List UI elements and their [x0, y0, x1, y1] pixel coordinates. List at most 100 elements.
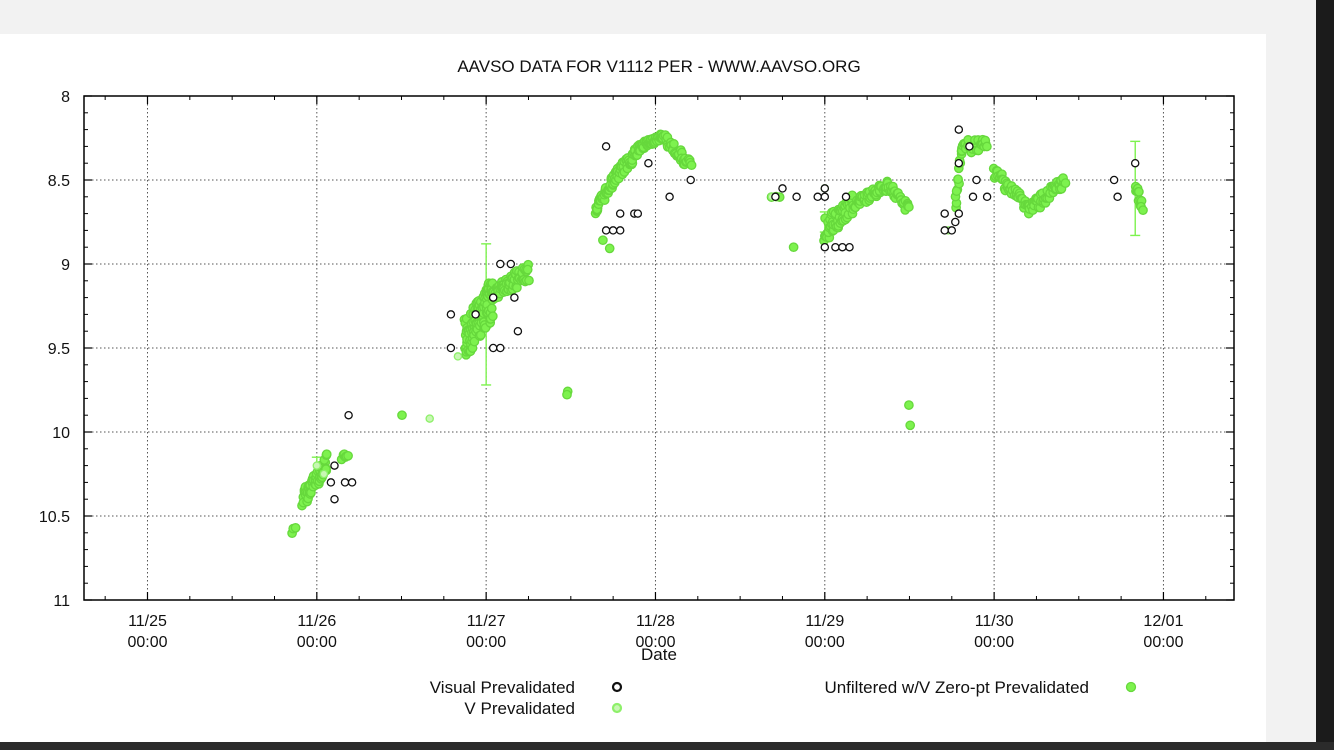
- visual-point: [1109, 175, 1119, 185]
- unfiltered-point: [982, 141, 992, 152]
- v-point: [453, 352, 463, 361]
- unfiltered-point: [524, 275, 534, 286]
- window-bottom-strip: [0, 742, 1334, 750]
- visual-point: [838, 242, 847, 252]
- visual-point: [471, 310, 480, 319]
- unfiltered-point: [343, 450, 353, 461]
- y-tick-label: 10: [52, 425, 70, 442]
- unfiltered-point: [1134, 186, 1144, 197]
- x-tick-label-time: 00:00: [297, 634, 337, 651]
- x-tick-label: 11/26: [297, 613, 336, 630]
- visual-point: [633, 209, 643, 218]
- visual-point: [831, 242, 840, 252]
- visual-point: [488, 343, 498, 353]
- visual-point: [947, 226, 957, 235]
- y-tick-label: 8: [61, 89, 70, 106]
- visual-point: [513, 326, 523, 336]
- visual-point: [601, 142, 611, 151]
- window-top-strip: [0, 0, 1334, 34]
- visual-point: [813, 192, 822, 202]
- x-tick-label-time: 00:00: [974, 634, 1014, 651]
- visual-point: [951, 217, 960, 227]
- unfiltered-point: [788, 242, 799, 253]
- y-tick-label: 8.5: [48, 173, 70, 190]
- visual-point: [982, 192, 992, 202]
- visual-point: [330, 494, 339, 504]
- visual-point: [644, 158, 653, 168]
- x-axis-label: Date: [641, 645, 677, 664]
- x-tick-label: 11/25: [128, 613, 167, 630]
- v-point: [319, 469, 329, 479]
- visual-point: [771, 192, 780, 202]
- v-point: [425, 414, 434, 423]
- visual-point: [820, 184, 830, 193]
- visual-point: [496, 343, 505, 353]
- chart-title: AAVSO DATA FOR V1112 PER - WWW.AAVSO.ORG: [457, 57, 860, 76]
- unfiltered-point: [1060, 178, 1071, 188]
- visual-point: [665, 192, 674, 202]
- visual-point: [820, 192, 830, 202]
- unfiltered-point: [290, 522, 301, 533]
- axis-ticks: 8 8.5 9 9.5 10 10.5 11 11/25 00:00 11/26 00:00 11/2…: [39, 89, 1234, 651]
- window-right-margin: [1266, 0, 1316, 742]
- grid-lines: [84, 96, 1234, 600]
- y-tick-label: 9.5: [48, 341, 70, 358]
- x-tick-label-time: 00:00: [127, 634, 167, 651]
- visual-point: [965, 142, 974, 151]
- unfiltered-point: [522, 264, 533, 275]
- x-tick-label-time: 00:00: [466, 634, 506, 651]
- x-tick-label: 11/30: [975, 613, 1014, 630]
- legend-label-visual: Visual Prevalidated: [430, 678, 575, 697]
- unfiltered-point: [669, 139, 679, 149]
- visual-point: [446, 310, 456, 319]
- visual-point: [845, 242, 854, 252]
- visual-point: [954, 125, 964, 134]
- unfiltered-point: [562, 389, 572, 400]
- visual-point: [326, 478, 336, 487]
- visual-point: [940, 209, 949, 218]
- v-point: [312, 461, 322, 470]
- unfiltered-point: [604, 243, 615, 254]
- visual-point: [615, 209, 625, 218]
- legend-marker-v: [611, 702, 623, 714]
- visual-point: [841, 192, 851, 202]
- visual-point: [330, 461, 339, 470]
- visual-point: [820, 242, 830, 252]
- x-tick-label-time: 00:00: [635, 634, 675, 651]
- unfiltered-point: [904, 202, 914, 212]
- unfiltered-point: [397, 410, 407, 421]
- legend-marker-unfiltered: [1125, 681, 1137, 693]
- visual-point: [972, 175, 981, 185]
- visual-point: [608, 226, 618, 235]
- scrollbar[interactable]: [1316, 0, 1334, 742]
- visual-point: [510, 293, 519, 302]
- unfiltered-point: [1138, 205, 1148, 216]
- visual-point: [1130, 158, 1140, 168]
- x-tick-label: 11/27: [467, 613, 506, 630]
- unfiltered-point: [321, 449, 332, 460]
- visual-point: [940, 226, 949, 235]
- legend-marker-visual: [611, 681, 623, 693]
- visual-point: [954, 209, 964, 218]
- unfiltered-point: [905, 420, 916, 431]
- y-tick-label: 9: [61, 257, 70, 274]
- unfiltered-point: [598, 235, 608, 246]
- x-tick-label: 11/29: [805, 613, 844, 630]
- visual-point: [340, 478, 350, 487]
- legend-label-unfiltered: Unfiltered w/V Zero-pt Prevalidated: [824, 678, 1089, 697]
- x-tick-label: 12/01: [1143, 613, 1183, 630]
- visual-point: [968, 192, 978, 202]
- unfiltered-point: [953, 174, 963, 185]
- legend: Visual Prevalidated V Prevalidated Unfilte…: [430, 678, 1137, 718]
- x-tick-label: 11/28: [636, 613, 675, 630]
- visual-point: [496, 259, 505, 269]
- visual-point: [347, 478, 357, 487]
- unfiltered-point: [486, 303, 497, 314]
- visual-point: [615, 226, 625, 235]
- visual-point: [446, 343, 456, 353]
- visual-point: [344, 410, 353, 420]
- visual-point: [792, 192, 801, 202]
- visual-point: [686, 175, 695, 185]
- visual-point: [488, 293, 498, 302]
- x-tick-label-time: 00:00: [1143, 634, 1183, 651]
